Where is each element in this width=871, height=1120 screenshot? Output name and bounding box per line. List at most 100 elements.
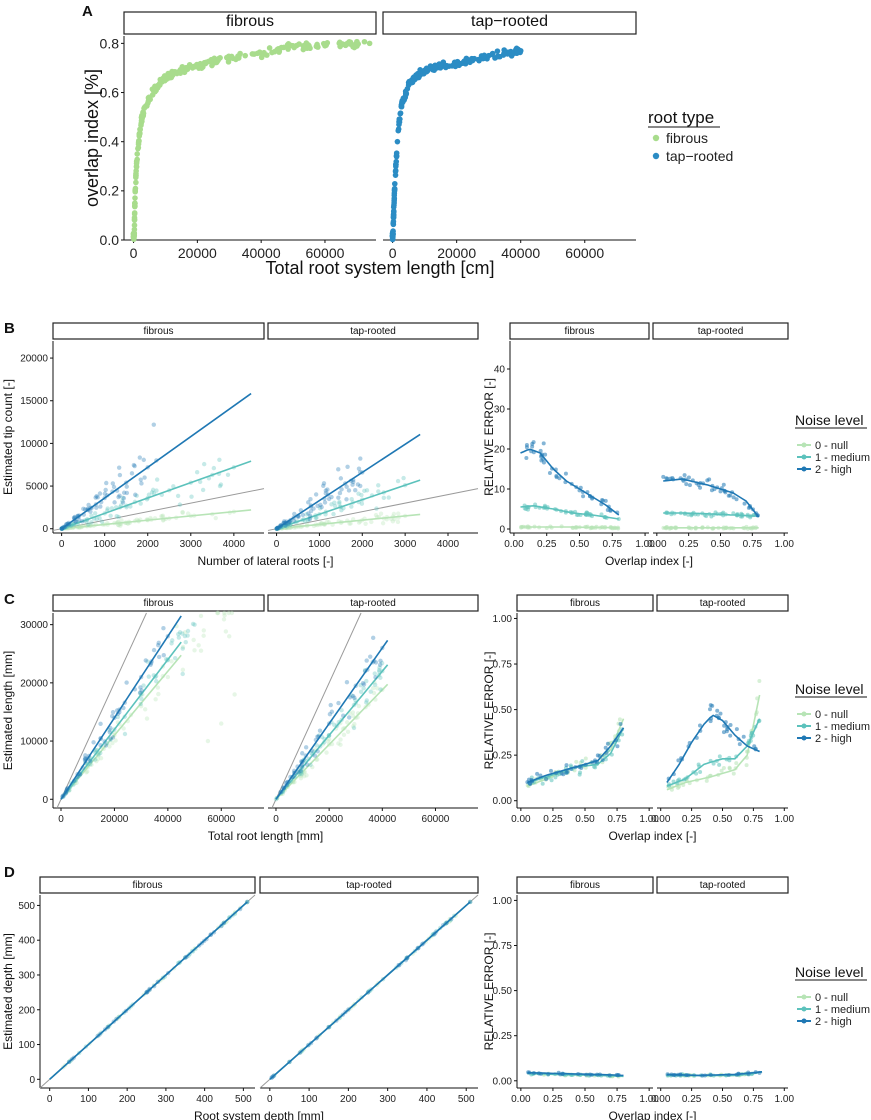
- b-error-point: [531, 440, 536, 445]
- c-point: [329, 709, 335, 714]
- c-left-facet-0-x-tick-label: 0: [58, 814, 64, 825]
- c-point: [169, 641, 174, 646]
- b-point: [116, 514, 121, 520]
- a-point: [153, 84, 159, 91]
- c-right-facet-0-x-tick-label: 0.25: [543, 814, 563, 825]
- b-point: [369, 519, 374, 525]
- b-point: [213, 515, 218, 521]
- b-point: [364, 488, 370, 493]
- panel-label: D: [4, 864, 15, 881]
- c-right-facet-0-y-tick-label: 0.50: [493, 705, 513, 716]
- c-point: [350, 710, 356, 715]
- b-error-point: [728, 493, 733, 498]
- a-point: [198, 65, 205, 71]
- a-point: [285, 41, 292, 47]
- b-fit-line: [61, 509, 252, 530]
- c-point: [201, 633, 206, 638]
- b-point: [376, 483, 381, 488]
- c-point: [226, 610, 231, 616]
- c-point: [338, 737, 343, 742]
- b-point: [180, 509, 185, 515]
- c-point: [312, 753, 318, 758]
- b-right-facet-1-x-tick-label: 1.00: [774, 539, 794, 550]
- noise-legend-label: 1 - medium: [815, 721, 870, 733]
- c-point: [364, 700, 369, 705]
- b-point: [95, 495, 100, 500]
- c-left-facet-0-y-tick-label: 30000: [20, 620, 48, 631]
- b-point: [308, 508, 314, 514]
- d-left-y-title: Estimated depth [mm]: [1, 933, 15, 1050]
- a-point: [390, 232, 396, 238]
- c-left-facet-1-x-tick-label: 40000: [368, 814, 396, 825]
- a-point: [392, 172, 399, 178]
- c-point: [310, 764, 315, 770]
- a-point: [266, 45, 273, 51]
- c-right-facet-0-y-tick-label: 0.25: [493, 751, 513, 762]
- a-y-axis-title: overlap index [%]: [82, 69, 102, 207]
- b-error-point: [707, 477, 712, 482]
- b-point: [160, 513, 166, 518]
- c-point: [227, 634, 232, 639]
- b-smooth-line: [520, 448, 620, 516]
- b-point: [160, 514, 165, 519]
- b-error-point: [698, 485, 703, 490]
- a-point: [133, 179, 139, 186]
- c-point: [379, 660, 385, 666]
- b-left-facet-0-x-tick-label: 0: [59, 539, 65, 550]
- a-point: [242, 52, 249, 59]
- b-right-facet-0-y-tick-label: 30: [494, 405, 506, 416]
- b-point: [395, 519, 401, 525]
- noise-legend-dot: [801, 1006, 807, 1012]
- b-point: [337, 501, 342, 506]
- b-point: [133, 492, 138, 497]
- d-right-y-title: RELATIVE ERROR [-]: [482, 933, 496, 1051]
- d-left-facet-0-x-tick-label: 0: [47, 1094, 53, 1105]
- a-facet-0-x-tick-label: 60000: [305, 245, 344, 261]
- c-point: [378, 687, 383, 692]
- a-point: [453, 60, 460, 66]
- b-point: [338, 476, 344, 481]
- b-error-point: [524, 442, 529, 447]
- a-facet-1-x-tick-label: 40000: [501, 245, 540, 261]
- b-point: [111, 484, 117, 490]
- b-point: [73, 519, 79, 524]
- c-point: [328, 702, 333, 708]
- c-point: [161, 625, 166, 631]
- a-point: [131, 222, 138, 228]
- c-point: [368, 689, 373, 694]
- a-point: [354, 40, 360, 47]
- d-right-facet-1-x-tick-label: 0.50: [713, 1094, 733, 1105]
- c-point: [353, 697, 358, 703]
- c-point: [364, 678, 369, 684]
- a-point: [396, 119, 402, 125]
- b-point: [225, 472, 231, 478]
- b-point: [146, 492, 152, 497]
- b-point: [98, 504, 103, 509]
- c-point: [146, 674, 152, 679]
- d-left-facet-0-x-tick-label: 100: [80, 1094, 97, 1105]
- d-right-x-title: Overlap index [-]: [608, 1109, 696, 1120]
- c-point: [180, 671, 185, 677]
- c-point: [176, 635, 182, 640]
- c-point: [332, 722, 337, 728]
- b-point: [121, 495, 127, 501]
- panel-label: A: [82, 3, 93, 20]
- d-smooth-line: [666, 1071, 763, 1077]
- noise-legend-dot: [801, 711, 807, 717]
- c-point: [124, 680, 129, 685]
- c-left-facet-0-y-tick-label: 20000: [20, 678, 48, 689]
- a-facet-0-y-tick-label: 0.6: [100, 84, 120, 100]
- c-point: [196, 643, 201, 648]
- c-point: [138, 701, 143, 707]
- a-point: [412, 74, 418, 81]
- c-point: [95, 756, 101, 762]
- b-identity-line: [267, 488, 479, 531]
- a-point: [322, 43, 328, 49]
- b-point: [356, 466, 362, 471]
- b-point: [319, 504, 324, 510]
- c-point: [182, 633, 188, 639]
- a-facet-0-y-tick-label: 0.2: [100, 183, 120, 199]
- d-left-facet-0-y-tick-label: 200: [18, 1005, 35, 1016]
- b-point: [344, 484, 349, 489]
- d-right-facet-1-x-tick-label: 1.00: [775, 1094, 795, 1105]
